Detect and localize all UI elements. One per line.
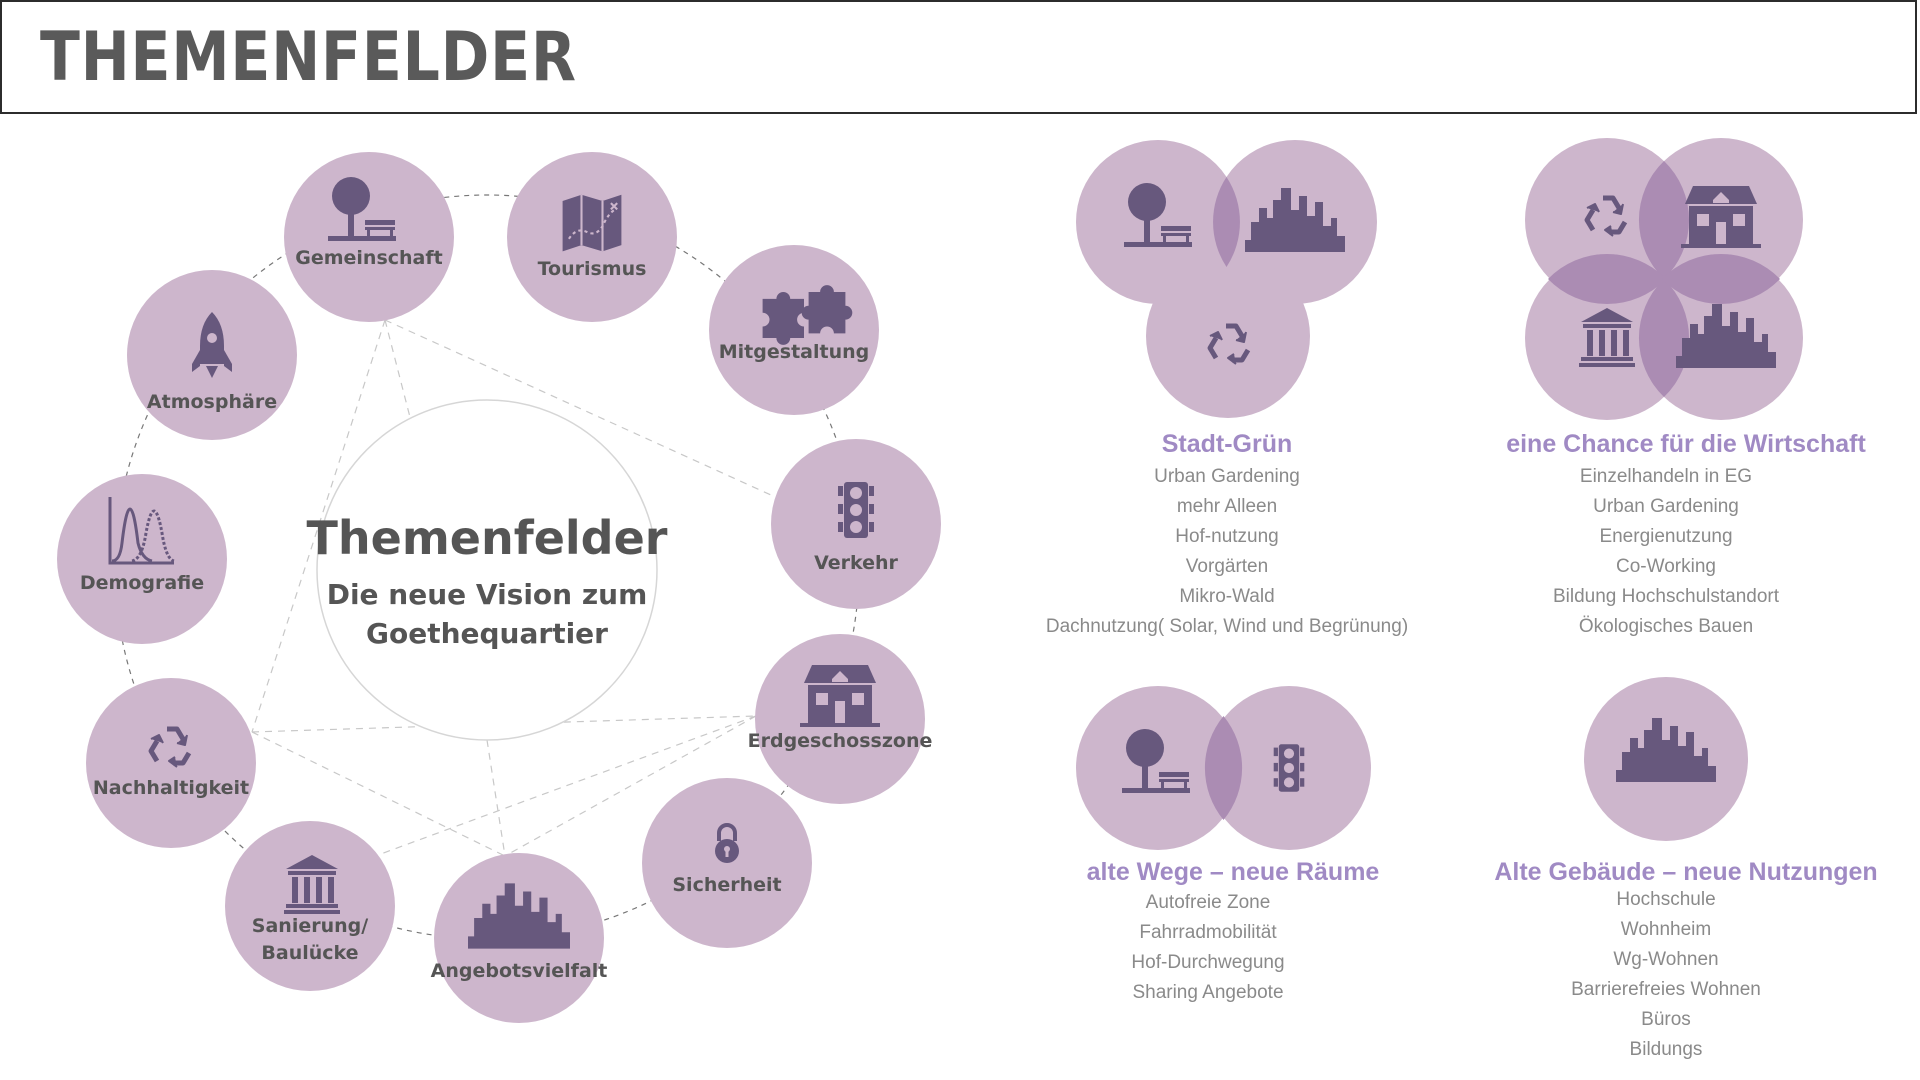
venn-wirtschaft <box>1525 138 1803 420</box>
list-item: Urban Gardening <box>1154 466 1300 487</box>
house-icon <box>800 665 880 727</box>
panel-list-stadt-gruen: Urban Gardening mehr Alleen Hof-nutzung … <box>1027 462 1427 642</box>
list-item: Mikro-Wald <box>1179 586 1275 607</box>
panel-list-alte-wege: Autofreie Zone Fahrradmobilität Hof-Durc… <box>1108 888 1308 1008</box>
topic-label-sicherheit: Sicherheit <box>672 874 781 896</box>
panel-title-stadt-gruen: Stadt-Grün <box>1161 430 1293 458</box>
list-item: Urban Gardening <box>1593 496 1739 517</box>
topic-label-demografie: Demografie <box>80 572 204 594</box>
topic-label-gemeinschaft: Gemeinschaft <box>295 247 442 269</box>
venn-stadt-gruen <box>1076 140 1377 418</box>
map-icon <box>561 193 623 253</box>
list-item: mehr Alleen <box>1176 496 1278 517</box>
list-item: Fahrradmobilität <box>1139 922 1277 943</box>
list-item: Barrierefreies Wohnen <box>1571 979 1761 1000</box>
list-item: Einzelhandeln in EG <box>1579 466 1753 487</box>
panel-title-alte-wege: alte Wege – neue Räume <box>1086 858 1380 886</box>
list-item: Hof-nutzung <box>1175 526 1279 547</box>
center-title: Themenfelder <box>307 511 668 565</box>
panel-list-wirtschaft: Einzelhandeln in EG Urban Gardening Ener… <box>1516 462 1816 642</box>
list-item: Ökologisches Bauen <box>1578 616 1754 637</box>
list-item: Wg-Wohnen <box>1613 949 1719 970</box>
list-item: Autofreie Zone <box>1145 892 1271 913</box>
list-item: Dachnutzung( Solar, Wind und Begrünung) <box>1045 616 1409 637</box>
header-bar: THEMENFELDER <box>0 0 1917 114</box>
page-title: THEMENFELDER <box>40 18 577 97</box>
topic-label-mitgestaltung: Mitgestaltung <box>719 341 869 363</box>
topic-label-nachhaltigkeit: Nachhaltigkeit <box>93 777 249 799</box>
topic-label-erdgeschosszone: Erdgeschosszone <box>748 730 933 752</box>
topic-label-atmosphaere: Atmosphäre <box>147 391 277 413</box>
list-item: Büros <box>1641 1009 1691 1030</box>
topic-label-angebotsvielfalt: Angebotsvielfalt <box>431 960 608 982</box>
panel-title-alte-gebaeude: Alte Gebäude – neue Nutzungen <box>1494 858 1878 886</box>
list-item: Wohnheim <box>1620 919 1712 940</box>
ring-diagram: Gemeinschaft Tourismus Mitgestaltung Ver… <box>57 152 941 1023</box>
venn-alte-wege <box>1076 686 1371 850</box>
list-item: Sharing Angebote <box>1132 982 1284 1003</box>
list-item: Hochschule <box>1616 889 1716 910</box>
list-item: Hof-Durchwegung <box>1131 952 1285 973</box>
venn-alte-gebaeude <box>1584 677 1748 841</box>
list-item: Energienutzung <box>1599 526 1733 547</box>
topic-label-sanierung: Sanierung/ <box>252 915 368 937</box>
list-item: Vorgärten <box>1185 556 1269 577</box>
topic-label-bauluecke: Baulücke <box>261 942 358 964</box>
center-subtitle-line1: Die neue Vision zum <box>327 578 648 611</box>
list-item: Co-Working <box>1616 556 1716 577</box>
list-item: Bildung Hochschulstandort <box>1552 586 1780 607</box>
center-subtitle-line2: Goethequartier <box>366 617 608 650</box>
topic-label-verkehr: Verkehr <box>814 552 898 574</box>
house-icon <box>1681 186 1761 248</box>
list-item: Bildungs <box>1629 1039 1703 1060</box>
panel-list-alte-gebaeude: Hochschule Wohnheim Wg-Wohnen Barrierefr… <box>1566 885 1766 1065</box>
topic-label-tourismus: Tourismus <box>538 258 647 280</box>
panel-title-wirtschaft: eine Chance für die Wirtschaft <box>1506 430 1866 458</box>
